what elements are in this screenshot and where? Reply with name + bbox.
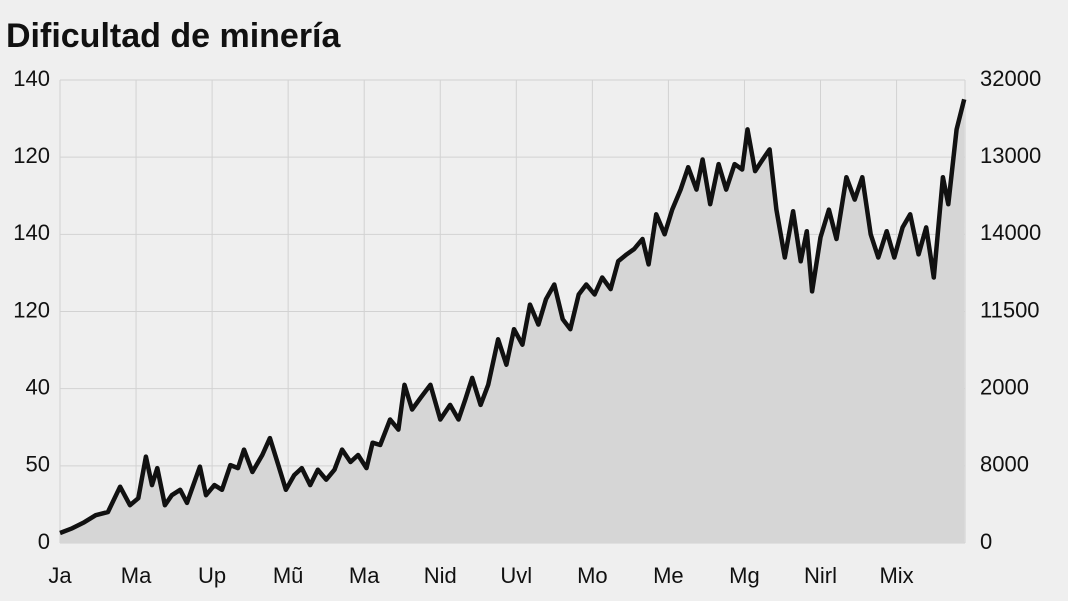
y2-tick-label: 32000	[980, 66, 1041, 91]
line	[59, 98, 967, 536]
y-tick-label: 120	[13, 143, 50, 168]
x-tick-label: Mix	[879, 563, 913, 588]
y2-tick-label: 13000	[980, 143, 1041, 168]
y2-tick-label: 2000	[980, 374, 1029, 399]
x-tick-label: Nid	[424, 563, 457, 588]
y-tick-label: 50	[26, 452, 50, 477]
y-tick-label: 0	[38, 529, 50, 554]
x-tick-label: Ja	[48, 563, 72, 588]
x-tick-label: Uvl	[500, 563, 532, 588]
y-tick-label: 140	[13, 220, 50, 245]
chart-title: Dificultad de minería	[6, 17, 341, 55]
y2-tick-label: 8000	[980, 452, 1029, 477]
x-tick-label: Up	[198, 563, 226, 588]
y-tick-label: 140	[13, 66, 50, 91]
y-tick-label: 40	[26, 374, 50, 399]
x-tick-label: Nirl	[804, 563, 837, 588]
y-tick-label: 120	[13, 297, 50, 322]
x-tick-label: Mg	[729, 563, 760, 588]
x-tick-label: Ma	[349, 563, 380, 588]
area-fill	[60, 99, 965, 544]
x-tick-label: Me	[653, 563, 684, 588]
y2-tick-label: 0	[980, 529, 992, 554]
x-tick-label: Mo	[577, 563, 608, 588]
x-tick-label: Ma	[121, 563, 152, 588]
x-tick-label: Mũ	[273, 563, 304, 588]
y2-tick-label: 14000	[980, 220, 1041, 245]
y2-tick-label: 11500	[980, 297, 1040, 322]
